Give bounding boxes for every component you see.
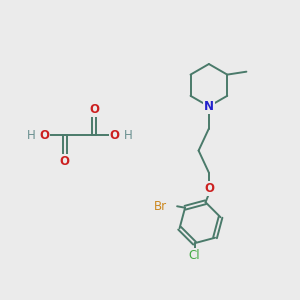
Text: N: N — [204, 100, 214, 113]
Text: O: O — [39, 129, 49, 142]
Text: O: O — [89, 103, 99, 116]
Text: H: H — [124, 129, 132, 142]
Text: O: O — [60, 155, 70, 168]
Text: Br: Br — [154, 200, 167, 213]
Text: O: O — [204, 182, 214, 195]
Text: O: O — [110, 129, 120, 142]
Text: H: H — [26, 129, 35, 142]
Text: Cl: Cl — [189, 249, 200, 262]
